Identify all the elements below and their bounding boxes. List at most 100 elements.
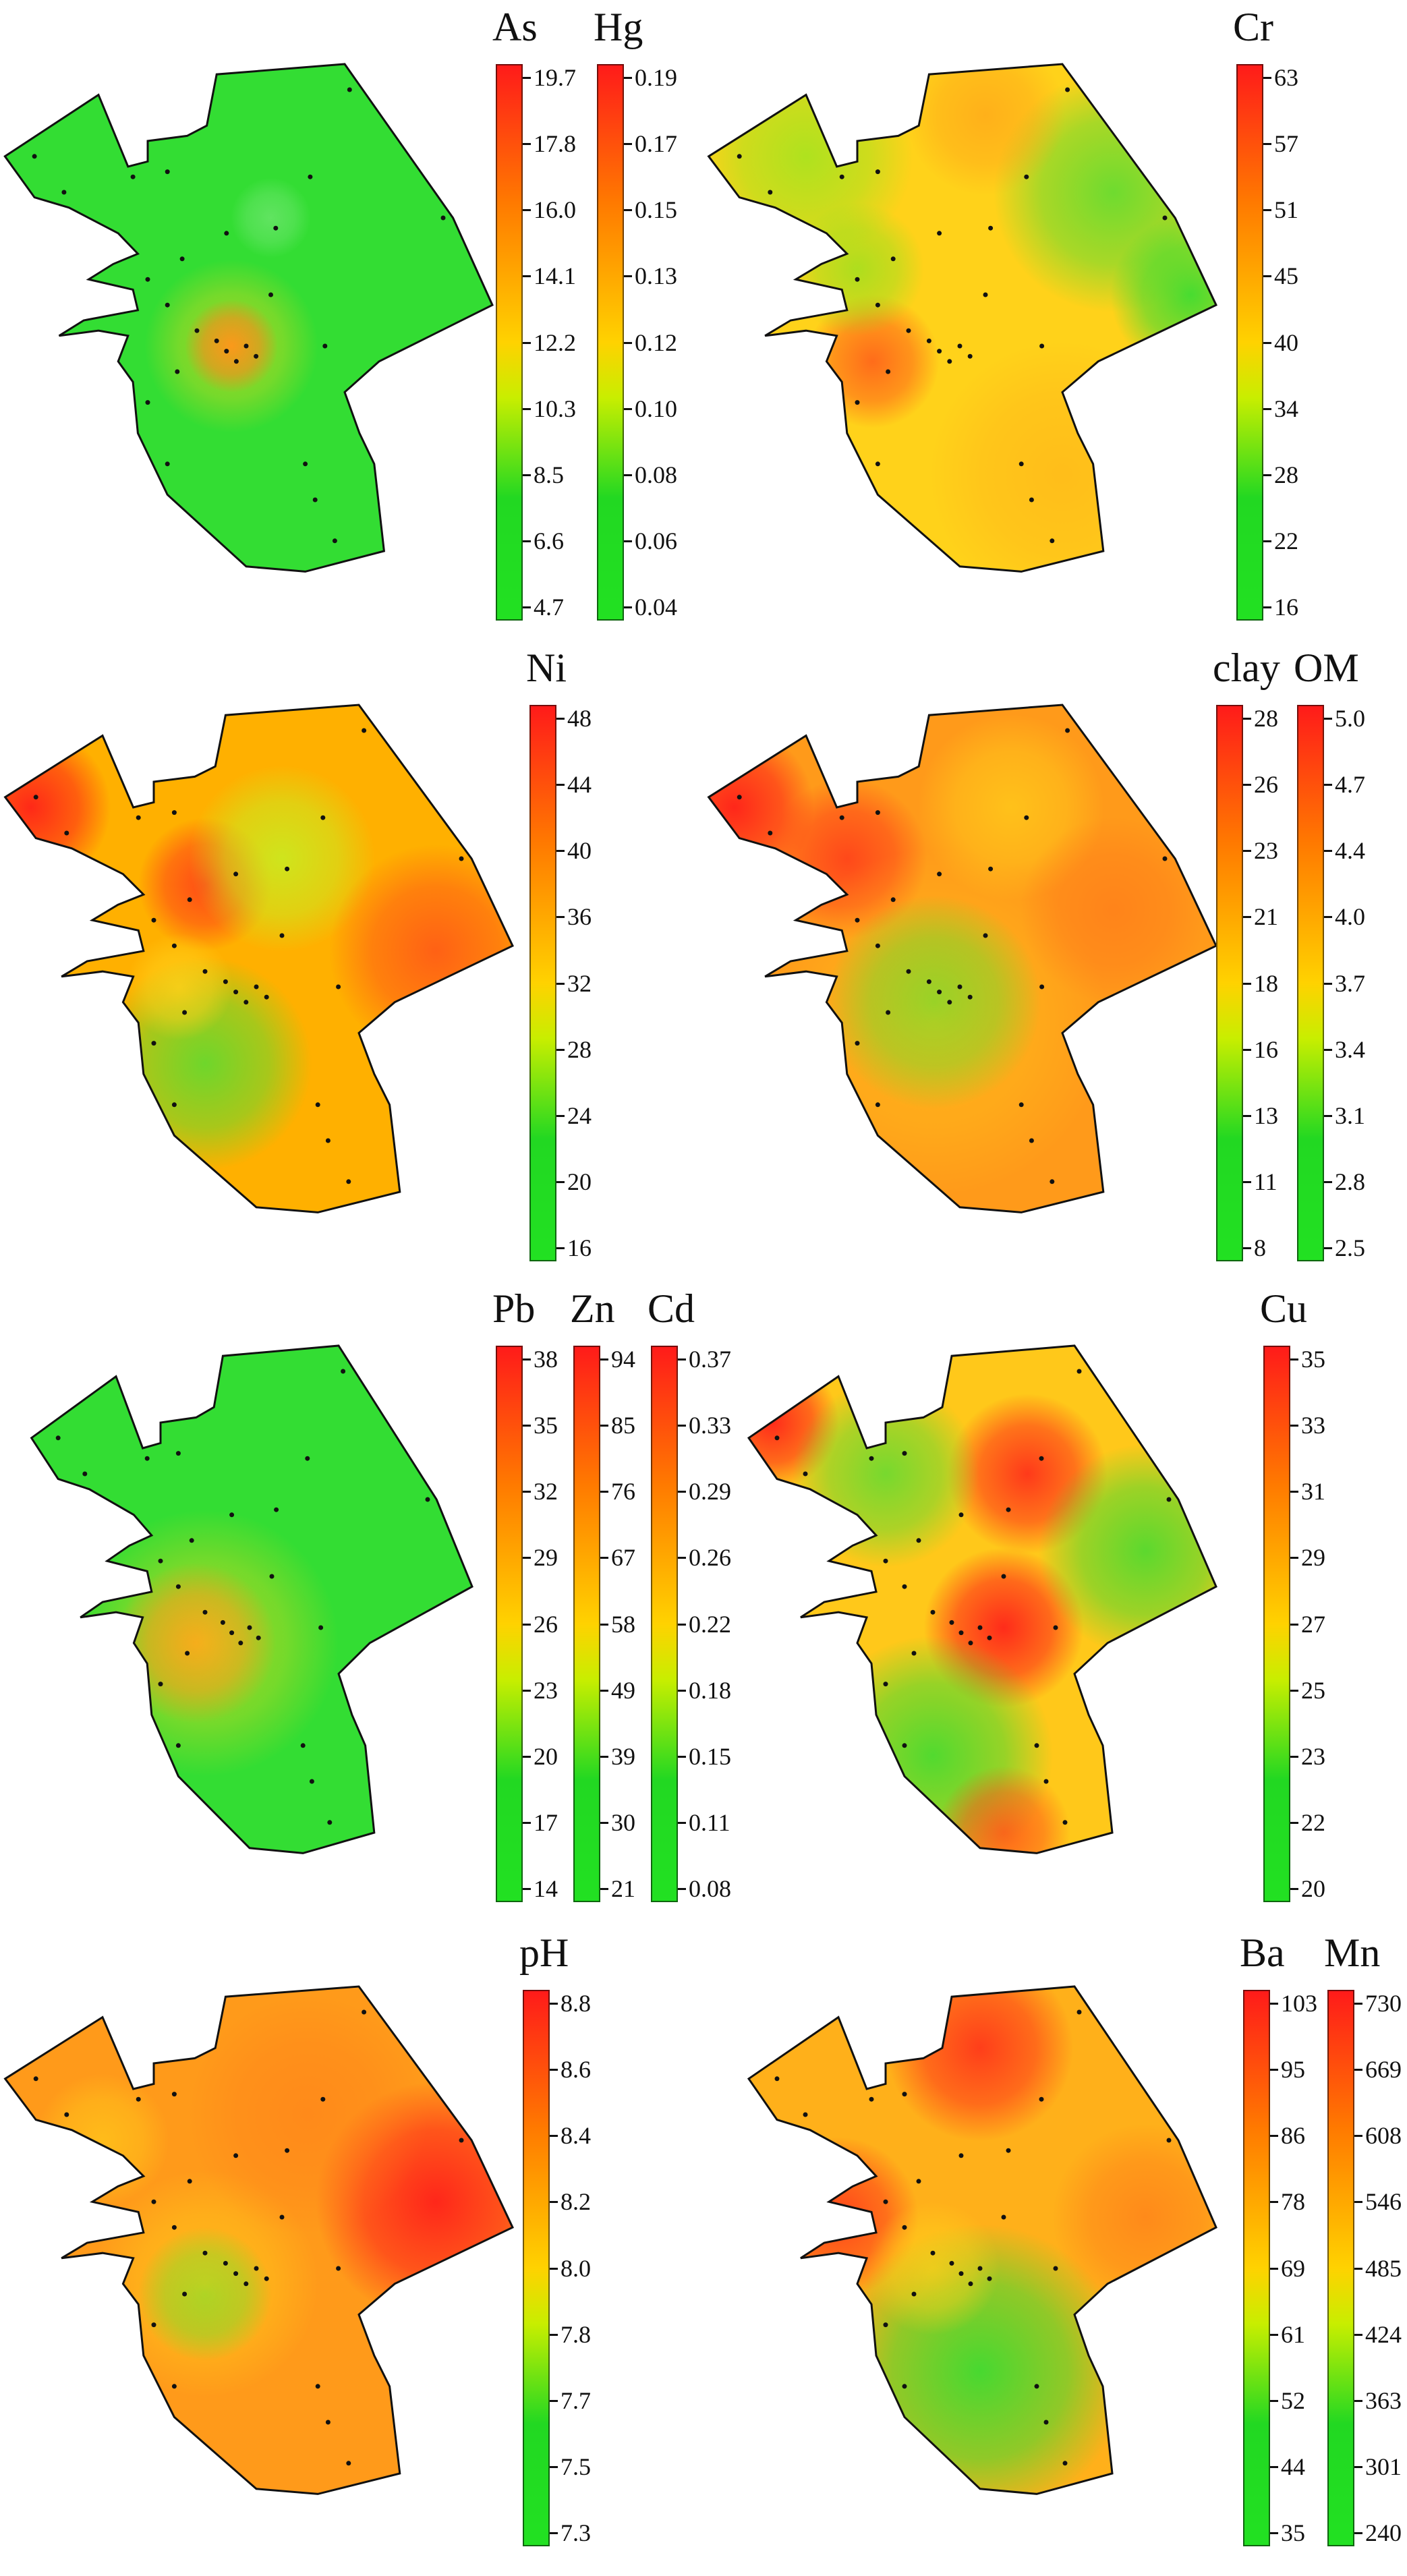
interpolated-surface bbox=[31, 1346, 472, 1854]
colorbar-tick bbox=[1263, 143, 1271, 146]
study-area-boundary bbox=[3, 704, 514, 1213]
colorbar-tick-label: 20 bbox=[1301, 1875, 1325, 1902]
colorbar-tick bbox=[523, 1425, 531, 1427]
sampling-point bbox=[145, 277, 150, 282]
sampling-point bbox=[869, 1456, 874, 1461]
colorbar-tick bbox=[1324, 850, 1332, 853]
sampling-point bbox=[947, 359, 952, 364]
sampling-point bbox=[947, 1000, 952, 1005]
colorbar-title: pH bbox=[519, 1930, 569, 1975]
colorbar-title: Pb bbox=[492, 1286, 536, 1331]
sampling-point bbox=[902, 1584, 907, 1589]
sampling-point bbox=[911, 2291, 917, 2297]
colorbar-tick bbox=[1243, 1048, 1251, 1051]
colorbar-tick-label: 16 bbox=[1254, 1035, 1278, 1063]
colorbar-tick-label: 0.12 bbox=[635, 328, 677, 356]
colorbar-tick-label: 0.11 bbox=[689, 1808, 730, 1836]
sampling-point bbox=[202, 2250, 208, 2256]
sampling-point bbox=[64, 2112, 69, 2117]
sampling-point bbox=[803, 2112, 808, 2117]
colorbar-tick-label: 13 bbox=[1254, 1101, 1278, 1129]
colorbar-tick bbox=[556, 1114, 565, 1117]
colorbar-title: Ba bbox=[1240, 1930, 1285, 1975]
colorbar-tick-label: 51 bbox=[1274, 196, 1298, 224]
sampling-point bbox=[151, 2322, 156, 2328]
sampling-point bbox=[1050, 538, 1055, 544]
colorbar-tick-label: 45 bbox=[1274, 262, 1298, 290]
colorbar-tick-label: 4.7 bbox=[1335, 771, 1365, 799]
colorbar bbox=[496, 64, 523, 621]
colorbar-tick-label: 424 bbox=[1365, 2320, 1402, 2348]
colorbar-tick-label: 3.1 bbox=[1335, 1101, 1365, 1129]
colorbar-tick-label: 0.10 bbox=[635, 395, 677, 422]
colorbar-tick-label: 0.15 bbox=[635, 196, 677, 224]
sampling-point bbox=[187, 2179, 192, 2184]
colorbar-tick-label: 19.7 bbox=[534, 64, 576, 91]
colorbar-tick-label: 29 bbox=[534, 1544, 558, 1572]
colorbar-tick bbox=[550, 2333, 558, 2336]
colorbar-tick-label: 8.5 bbox=[534, 461, 564, 488]
sampling-point bbox=[320, 2096, 326, 2102]
colorbar-tick-label: 21 bbox=[611, 1875, 635, 1902]
colorbar bbox=[496, 1346, 523, 1902]
colorbar-tick bbox=[600, 1557, 608, 1559]
colorbar-tick-label: 58 bbox=[611, 1610, 635, 1638]
colorbar-tick bbox=[678, 1888, 686, 1890]
map-panel-cr: Cr 63 57 51 45 40 34 28 22 16 bbox=[704, 0, 1407, 641]
sampling-point bbox=[987, 2276, 992, 2281]
colorbar-tick bbox=[678, 1557, 686, 1559]
colorbar-tick bbox=[1290, 1358, 1298, 1361]
sampling-point bbox=[737, 154, 742, 159]
colorbar-tick bbox=[1290, 1491, 1298, 1493]
sampling-point bbox=[930, 2250, 936, 2256]
sampling-point bbox=[347, 87, 352, 92]
colorbar-tick bbox=[1270, 2003, 1278, 2005]
sampling-point bbox=[165, 302, 170, 308]
colorbar-tick bbox=[1290, 1821, 1298, 1824]
sampling-point bbox=[1166, 2138, 1172, 2143]
colorbar-tick-label: 0.04 bbox=[635, 594, 677, 621]
interpolated-surface bbox=[708, 64, 1217, 572]
colorbar-tick bbox=[624, 407, 632, 410]
colorbar-tick bbox=[678, 1491, 686, 1493]
colorbar bbox=[1236, 64, 1263, 621]
sampling-point bbox=[937, 231, 942, 236]
study-area-boundary bbox=[707, 63, 1217, 573]
colorbar-tick bbox=[556, 1247, 565, 1249]
colorbar-tick bbox=[1290, 1888, 1298, 1890]
colorbar-title: Hg bbox=[594, 5, 643, 49]
colorbar-tick bbox=[550, 2532, 558, 2534]
colorbar-tick-label: 40 bbox=[567, 837, 592, 865]
sampling-point bbox=[875, 169, 880, 175]
colorbar-tick-label: 0.18 bbox=[689, 1676, 731, 1704]
sampling-point bbox=[165, 461, 170, 467]
colorbar-tick-label: 0.33 bbox=[689, 1412, 731, 1439]
sampling-point bbox=[171, 943, 177, 948]
sampling-point bbox=[268, 292, 273, 297]
colorbar-tick bbox=[600, 1491, 608, 1493]
colorbar-tick-label: 10.3 bbox=[534, 395, 576, 422]
colorbar-tick bbox=[1324, 1180, 1332, 1183]
colorbar bbox=[1327, 1990, 1354, 2546]
sampling-point bbox=[189, 1538, 194, 1543]
sampling-point bbox=[768, 830, 773, 836]
colorbar-tick bbox=[1324, 1114, 1332, 1117]
sampling-point bbox=[425, 1497, 430, 1502]
sampling-point bbox=[1076, 2009, 1082, 2015]
sampling-point bbox=[175, 1584, 181, 1589]
colorbar-tick-label: 8.6 bbox=[561, 2056, 591, 2084]
sampling-point bbox=[243, 343, 249, 349]
colorbar-tick bbox=[523, 1491, 531, 1493]
colorbar-tick bbox=[556, 1180, 565, 1183]
interpolation-map bbox=[747, 1985, 1217, 2495]
colorbar-tick-label: 94 bbox=[611, 1346, 635, 1373]
sampling-point bbox=[233, 2271, 239, 2277]
colorbar-tick-label: 20 bbox=[567, 1168, 592, 1195]
sampling-point bbox=[1029, 497, 1034, 503]
colorbar-tick bbox=[600, 1358, 608, 1361]
colorbar-tick bbox=[1270, 2201, 1278, 2204]
colorbar-tick-label: 61 bbox=[1281, 2320, 1305, 2348]
colorbar-tick-label: 85 bbox=[611, 1412, 635, 1439]
sampling-point bbox=[1065, 87, 1070, 92]
study-area-boundary bbox=[747, 1985, 1217, 2495]
